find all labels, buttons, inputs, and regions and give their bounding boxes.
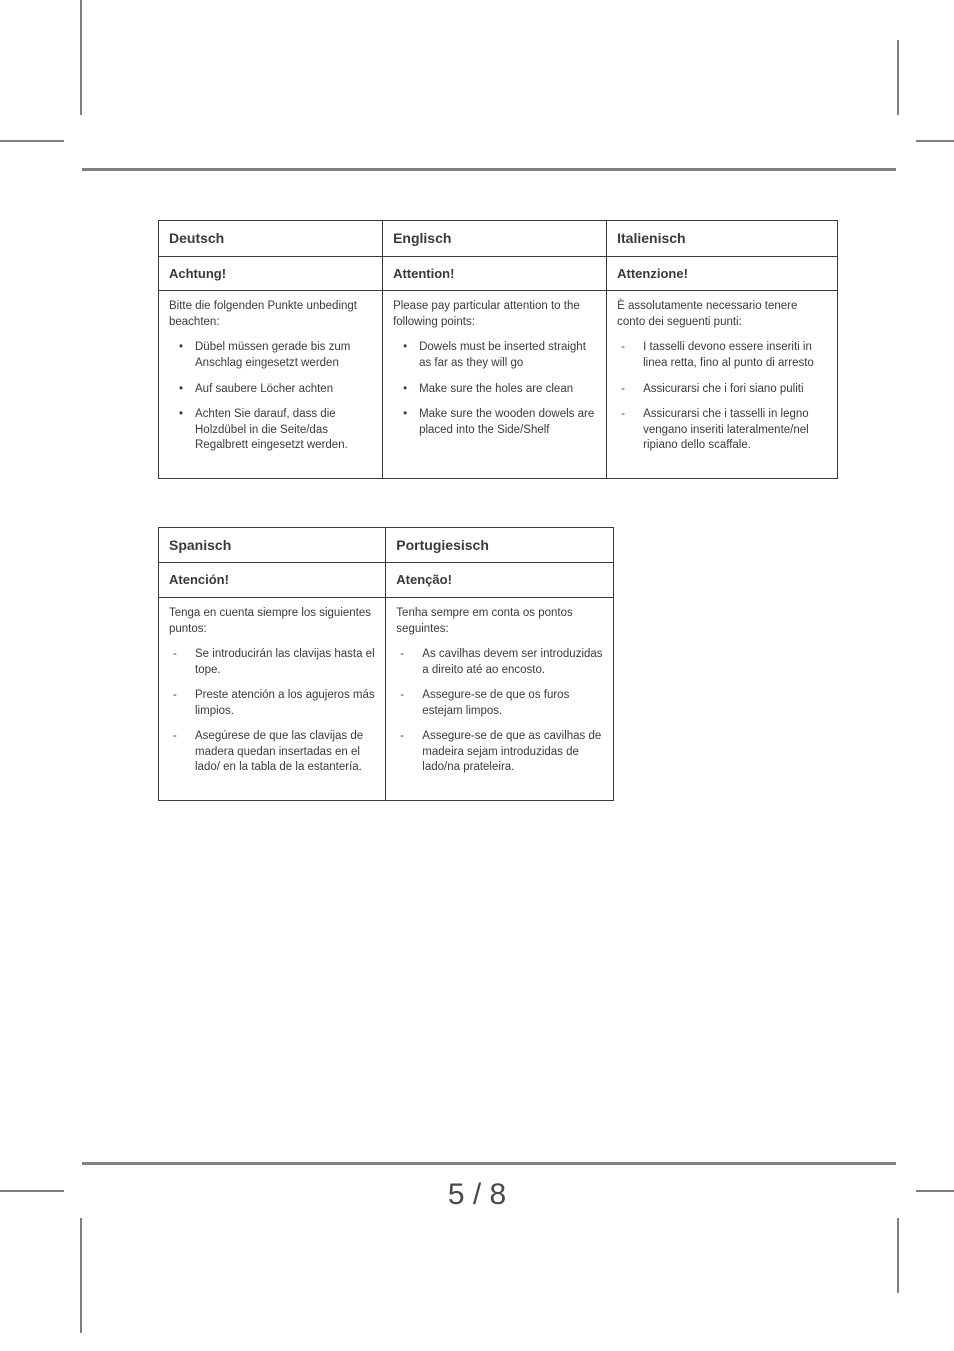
crop-mark xyxy=(897,40,899,115)
col-header-deutsch: Deutsch xyxy=(159,221,383,257)
list-item: Asegúrese de que las clavijas de madera … xyxy=(169,729,375,776)
subheader-atencion: Atención! xyxy=(159,563,386,598)
cell-spanisch-body: Tenga en cuenta siempre los siguientes p… xyxy=(159,598,386,801)
list-item: Dübel müssen gerade bis zum Anschlag ein… xyxy=(169,340,372,371)
page-number: 5 / 8 xyxy=(0,1178,954,1212)
crop-mark xyxy=(916,140,954,142)
crop-mark xyxy=(897,1218,899,1293)
bullet-list: Dübel müssen gerade bis zum Anschlag ein… xyxy=(169,340,372,453)
intro-text: Please pay particular attention to the f… xyxy=(393,299,596,330)
crop-mark xyxy=(80,1218,82,1333)
list-item: I tasselli devono essere inseriti in lin… xyxy=(617,340,827,371)
page-content: Deutsch Englisch Italienisch Achtung! At… xyxy=(158,220,838,801)
list-item: Achten Sie darauf, dass die Holzdübel in… xyxy=(169,407,372,454)
list-item: Assicurarsi che i tasselli in legno veng… xyxy=(617,407,827,454)
list-item: Se introducirán las clavijas hasta el to… xyxy=(169,647,375,678)
language-table-1: Deutsch Englisch Italienisch Achtung! At… xyxy=(158,220,838,479)
list-item: Make sure the holes are clean xyxy=(393,382,596,398)
crop-mark xyxy=(80,0,82,115)
col-header-portugiesisch: Portugiesisch xyxy=(386,527,613,563)
list-item: Assicurarsi che i fori siano puliti xyxy=(617,382,827,398)
list-item: Assegure-se de que os furos estejam limp… xyxy=(396,688,602,719)
cell-deutsch-body: Bitte die folgenden Punkte unbedingt bea… xyxy=(159,291,383,478)
list-item: Preste atención a los agujeros más limpi… xyxy=(169,688,375,719)
cell-portugiesisch-body: Tenha sempre em conta os pontos seguinte… xyxy=(386,598,613,801)
subheader-attention: Attention! xyxy=(383,256,607,291)
language-table-2: Spanisch Portugiesisch Atención! Atenção… xyxy=(158,527,614,801)
top-horizontal-rule xyxy=(82,168,896,171)
subheader-atencao: Atenção! xyxy=(386,563,613,598)
crop-mark xyxy=(0,140,64,142)
cell-italienisch-body: È assolutamente necessario tenere conto … xyxy=(607,291,838,478)
bottom-horizontal-rule xyxy=(82,1162,896,1165)
intro-text: Tenga en cuenta siempre los siguientes p… xyxy=(169,606,375,637)
list-item: Auf saubere Löcher achten xyxy=(169,382,372,398)
bullet-list: Dowels must be inserted straight as far … xyxy=(393,340,596,438)
list-item: Dowels must be inserted straight as far … xyxy=(393,340,596,371)
col-header-englisch: Englisch xyxy=(383,221,607,257)
dash-list: As cavilhas devem ser introduzidas a dir… xyxy=(396,647,602,776)
list-item: As cavilhas devem ser introduzidas a dir… xyxy=(396,647,602,678)
intro-text: Tenha sempre em conta os pontos seguinte… xyxy=(396,606,602,637)
intro-text: Bitte die folgenden Punkte unbedingt bea… xyxy=(169,299,372,330)
cell-englisch-body: Please pay particular attention to the f… xyxy=(383,291,607,478)
col-header-spanisch: Spanisch xyxy=(159,527,386,563)
col-header-italienisch: Italienisch xyxy=(607,221,838,257)
dash-list: I tasselli devono essere inseriti in lin… xyxy=(617,340,827,453)
list-item: Assegure-se de que as cavilhas de madeir… xyxy=(396,729,602,776)
dash-list: Se introducirán las clavijas hasta el to… xyxy=(169,647,375,776)
subheader-achtung: Achtung! xyxy=(159,256,383,291)
list-item: Make sure the wooden dowels are placed i… xyxy=(393,407,596,438)
intro-text: È assolutamente necessario tenere conto … xyxy=(617,299,827,330)
subheader-attenzione: Attenzione! xyxy=(607,256,838,291)
